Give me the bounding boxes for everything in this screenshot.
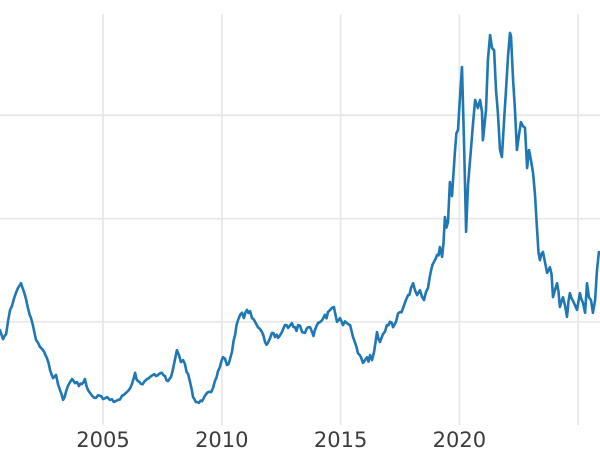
x-tick-label: 2020: [433, 428, 486, 450]
price-line-series: [0, 31, 600, 405]
x-tick-label: 2010: [195, 428, 248, 450]
x-tick-label: 2015: [314, 428, 367, 450]
x-tick-label: 2005: [76, 428, 129, 450]
